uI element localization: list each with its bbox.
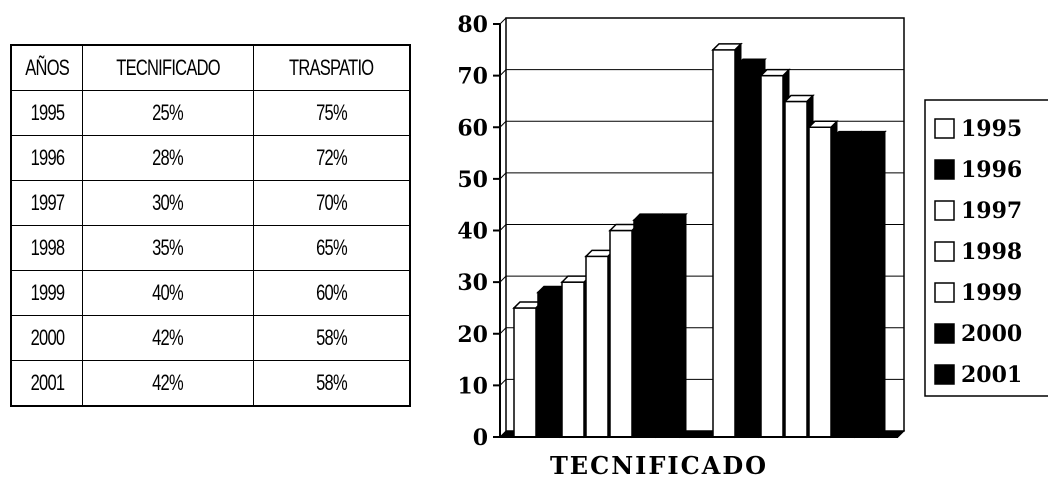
cell-traspatio: 58% <box>253 360 411 407</box>
y-tick-label: 30 <box>457 270 488 296</box>
y-tick-label: 70 <box>457 64 488 90</box>
legend-item: 2001 <box>934 362 1022 388</box>
bar-front <box>585 255 609 438</box>
bar-front <box>760 74 784 438</box>
bar <box>855 130 887 439</box>
cell-year: 1998 <box>10 225 83 271</box>
legend-item: 1999 <box>934 280 1022 306</box>
x-axis-label: TECNIFICADO <box>550 451 768 479</box>
legend-swatch <box>934 364 955 385</box>
header-traspatio: TRASPATIO <box>253 44 411 91</box>
bar-front <box>808 126 832 438</box>
bar-front <box>784 100 808 438</box>
cell-year: 2001 <box>10 360 83 407</box>
bar-front <box>832 136 856 438</box>
legend-label: 1995 <box>961 116 1022 142</box>
bar-front <box>712 49 736 438</box>
bar-front <box>609 229 633 438</box>
legend-swatch <box>934 200 955 221</box>
y-tick-label: 20 <box>457 322 488 348</box>
legend-swatch <box>934 282 955 303</box>
bar-front <box>561 281 585 438</box>
legend-label: 1998 <box>961 239 1022 265</box>
y-tick-label: 50 <box>457 167 488 193</box>
cell-traspatio: 72% <box>253 135 411 181</box>
legend-label: 1997 <box>961 198 1022 224</box>
legend-swatch <box>934 241 955 262</box>
legend-item: 1996 <box>934 157 1022 183</box>
legend-swatch <box>934 323 955 344</box>
legend-label: 1999 <box>961 280 1022 306</box>
cell-tecnificado: 30% <box>82 180 254 226</box>
cell-traspatio: 58% <box>253 315 411 361</box>
legend-swatch <box>934 159 955 180</box>
bar-front <box>856 136 880 438</box>
legend-item: 1995 <box>934 116 1022 142</box>
y-tick-label: 0 <box>473 425 488 451</box>
bar-front <box>513 307 537 438</box>
cell-traspatio: 65% <box>253 225 411 271</box>
table-header-row: AÑOS TECNIFICADO TRASPATIO <box>10 44 411 91</box>
y-tick-label: 10 <box>457 373 488 399</box>
cell-year: 1995 <box>10 90 83 136</box>
legend-swatch <box>934 118 955 139</box>
legend-label: 2001 <box>961 362 1022 388</box>
legend-label: 1996 <box>961 157 1022 183</box>
bar-front <box>633 219 657 438</box>
legend-label: 2000 <box>961 321 1022 347</box>
bar-side <box>878 130 886 439</box>
y-tick-label: 60 <box>457 115 488 141</box>
bar <box>656 212 688 439</box>
bar-front <box>736 64 760 438</box>
table-row: 1997 30% 70% <box>10 180 411 226</box>
cell-tecnificado: 42% <box>82 360 254 407</box>
table-row: 2000 42% 58% <box>10 315 411 361</box>
header-tecnificado: TECNIFICADO <box>82 44 254 91</box>
bar-front <box>657 219 681 438</box>
cell-tecnificado: 25% <box>82 90 254 136</box>
gridline-side <box>499 17 507 25</box>
y-tick-label: 80 <box>457 12 488 38</box>
cell-year: 1996 <box>10 135 83 181</box>
y-tick-label: 40 <box>457 219 488 245</box>
bar-side <box>679 212 687 439</box>
table-row: 1998 35% 65% <box>10 225 411 271</box>
table-row: 1996 28% 72% <box>10 135 411 181</box>
data-table: AÑOS TECNIFICADO TRASPATIO 1995 25% 75% … <box>10 44 411 407</box>
legend-item: 1998 <box>934 239 1022 265</box>
table-row: 2001 42% 58% <box>10 360 411 407</box>
bar-front <box>537 291 561 438</box>
cell-tecnificado: 42% <box>82 315 254 361</box>
legend-item: 1997 <box>934 198 1022 224</box>
legend-item: 2000 <box>934 321 1022 347</box>
